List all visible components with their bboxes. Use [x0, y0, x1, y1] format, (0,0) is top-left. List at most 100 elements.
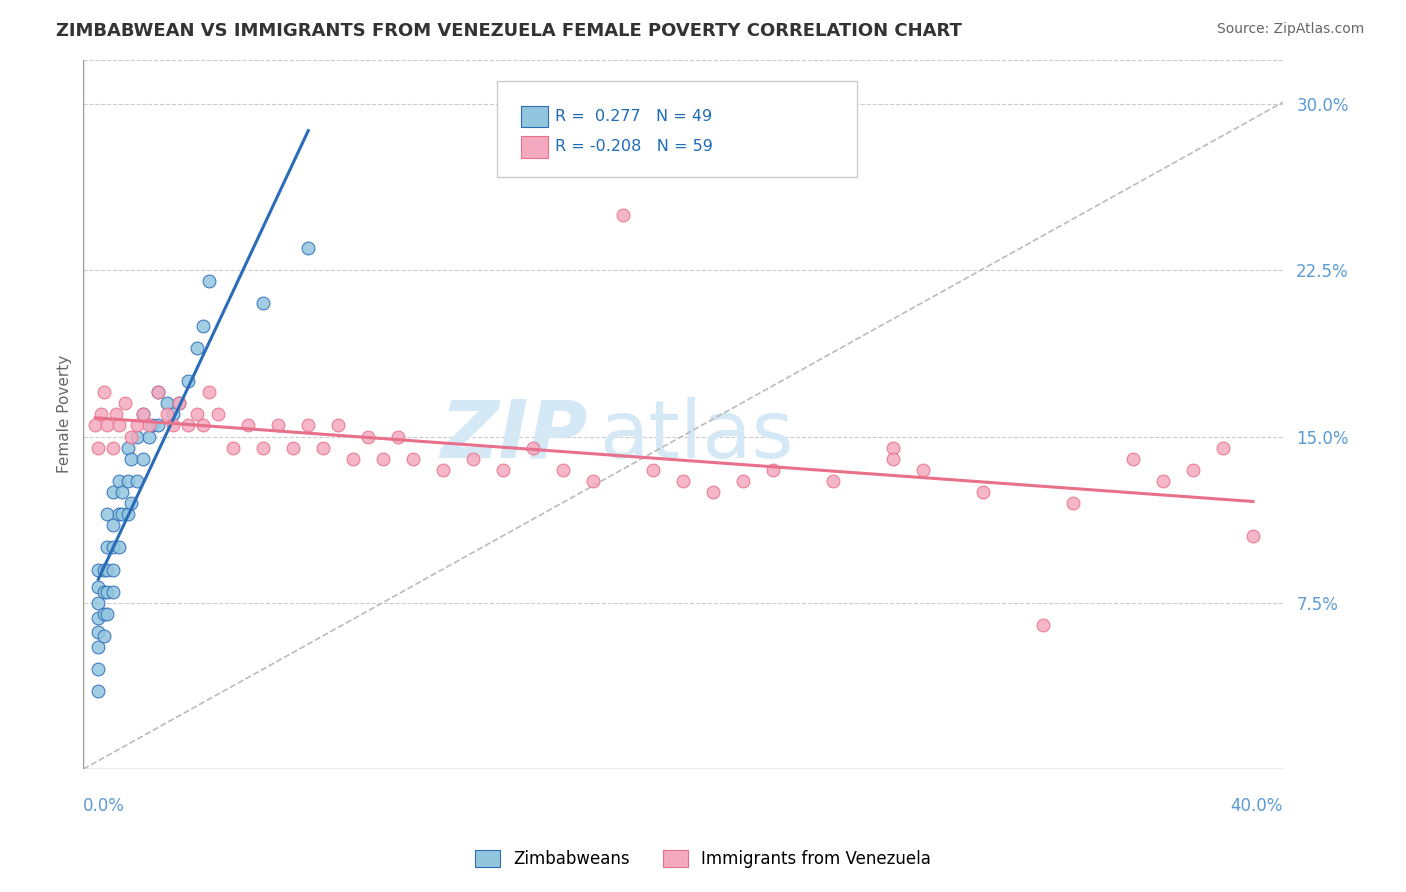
Point: [87, 624, 110, 639]
Point: [162, 408, 184, 422]
Point: [138, 429, 160, 443]
Point: [120, 496, 142, 510]
Point: [177, 418, 200, 433]
Point: [87, 662, 110, 676]
Point: [111, 507, 134, 521]
Point: [1212, 441, 1234, 455]
Point: [132, 451, 155, 466]
Point: [672, 474, 695, 488]
Point: [387, 429, 409, 443]
Point: [193, 318, 215, 333]
Point: [84, 418, 107, 433]
Text: Source: ZipAtlas.com: Source: ZipAtlas.com: [1216, 22, 1364, 37]
Point: [582, 474, 605, 488]
Point: [702, 485, 724, 500]
Point: [103, 441, 125, 455]
Point: [96, 418, 118, 433]
Point: [193, 418, 215, 433]
Point: [108, 474, 131, 488]
Point: [643, 463, 665, 477]
Point: [1152, 474, 1174, 488]
Point: [823, 474, 845, 488]
Point: [148, 385, 170, 400]
Point: [612, 208, 634, 222]
Point: [252, 296, 274, 310]
Point: [148, 385, 170, 400]
Point: [132, 408, 155, 422]
Point: [156, 396, 179, 410]
Point: [93, 629, 115, 643]
Point: [186, 341, 208, 355]
Point: [105, 408, 128, 422]
Point: [169, 396, 191, 410]
Point: [1062, 496, 1084, 510]
Point: [522, 441, 544, 455]
Point: [222, 441, 245, 455]
Point: [912, 463, 935, 477]
Point: [103, 563, 125, 577]
Point: [463, 451, 485, 466]
Point: [103, 584, 125, 599]
Point: [96, 607, 118, 621]
Point: [120, 451, 142, 466]
FancyBboxPatch shape: [522, 106, 547, 127]
Point: [1182, 463, 1205, 477]
Point: [169, 396, 191, 410]
Text: R =  0.277   N = 49: R = 0.277 N = 49: [555, 109, 711, 124]
Point: [1032, 618, 1054, 632]
Point: [127, 474, 149, 488]
Point: [93, 563, 115, 577]
Point: [207, 408, 229, 422]
FancyBboxPatch shape: [522, 136, 547, 158]
Point: [117, 507, 139, 521]
Point: [93, 385, 115, 400]
Point: [87, 640, 110, 654]
Point: [87, 611, 110, 625]
Point: [90, 408, 112, 422]
Point: [283, 441, 305, 455]
Point: [87, 684, 110, 698]
Point: [162, 418, 184, 433]
Point: [402, 451, 425, 466]
Point: [762, 463, 785, 477]
Point: [103, 518, 125, 533]
Point: [267, 418, 290, 433]
Point: [127, 429, 149, 443]
Point: [117, 474, 139, 488]
Point: [111, 485, 134, 500]
Point: [342, 451, 364, 466]
Point: [93, 584, 115, 599]
Point: [373, 451, 395, 466]
Y-axis label: Female Poverty: Female Poverty: [58, 355, 72, 474]
Point: [553, 463, 575, 477]
Point: [117, 441, 139, 455]
Point: [96, 563, 118, 577]
Point: [93, 607, 115, 621]
Point: [297, 418, 319, 433]
Point: [252, 441, 274, 455]
Point: [132, 408, 155, 422]
Text: ZIP: ZIP: [440, 397, 588, 475]
Point: [1122, 451, 1144, 466]
Text: 40.0%: 40.0%: [1230, 797, 1284, 815]
Legend: Zimbabweans, Immigrants from Venezuela: Zimbabweans, Immigrants from Venezuela: [468, 843, 938, 875]
Point: [492, 463, 515, 477]
Text: atlas: atlas: [599, 397, 793, 475]
Point: [882, 451, 904, 466]
Point: [114, 396, 136, 410]
Point: [87, 563, 110, 577]
Point: [186, 408, 208, 422]
Point: [148, 418, 170, 433]
Point: [177, 374, 200, 388]
Point: [96, 541, 118, 555]
Point: [87, 580, 110, 594]
Point: [432, 463, 454, 477]
Point: [120, 429, 142, 443]
Point: [156, 408, 179, 422]
Point: [87, 596, 110, 610]
Point: [328, 418, 350, 433]
Text: 0.0%: 0.0%: [83, 797, 125, 815]
Point: [238, 418, 260, 433]
Text: R = -0.208   N = 59: R = -0.208 N = 59: [555, 139, 713, 154]
Point: [297, 241, 319, 255]
